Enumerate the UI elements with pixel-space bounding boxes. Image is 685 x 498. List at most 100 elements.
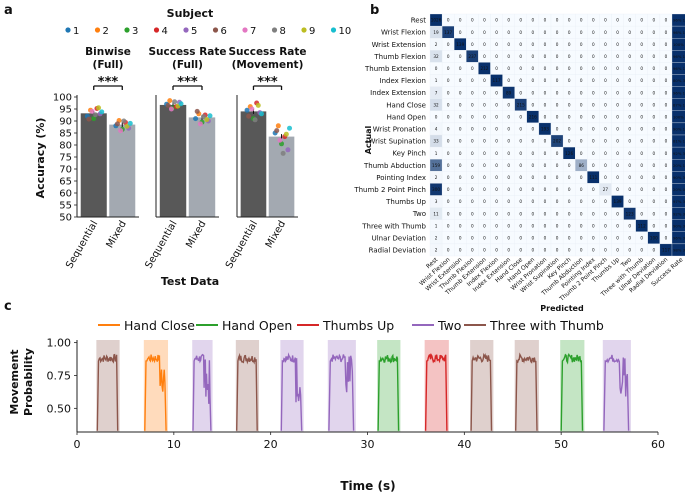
cell-value: 0 (665, 199, 668, 204)
cell-value: 0 (459, 187, 462, 192)
x-category-label: Sequential (64, 219, 100, 271)
cell-value: 0 (459, 18, 462, 23)
subject-point (118, 128, 124, 134)
test-data-axis-label: Test Data (161, 275, 219, 288)
cell-value: 202 (553, 139, 561, 144)
cell-value: 0 (653, 223, 656, 228)
cell-value: 0 (592, 235, 595, 240)
cell-value: 0 (459, 139, 462, 144)
cell-value: 0 (532, 151, 535, 156)
cell-value: 0 (653, 175, 656, 180)
cell-value: 0 (628, 66, 631, 71)
cell-value: 0 (495, 175, 498, 180)
cell-value: 0 (604, 151, 607, 156)
cell-value: 0 (616, 18, 619, 23)
cell-value: 0 (495, 151, 498, 156)
cell-value: 0 (519, 30, 522, 35)
legend-label: Three with Thumb (489, 318, 604, 333)
cell-value: 0 (592, 114, 595, 119)
cell-value: 0 (447, 66, 450, 71)
cell-value: 0 (495, 42, 498, 47)
cell-value: 0 (483, 248, 486, 253)
cell-value: 0 (544, 78, 547, 83)
mixed-bar (109, 124, 136, 217)
cell-value: 0 (471, 211, 474, 216)
cell-value: 0 (604, 30, 607, 35)
cell-value: 0 (580, 151, 583, 156)
cell-value: 0 (544, 102, 547, 107)
cell-value: 0 (580, 223, 583, 228)
cell-value: 0 (653, 90, 656, 95)
row-label: Wrist Extension (372, 41, 426, 49)
actual-axis-label: Actual (364, 125, 373, 154)
row-label: Thumb Flexion (373, 53, 426, 61)
cell-value: 0 (568, 163, 571, 168)
y-tick-label: 55 (59, 201, 72, 212)
subject-point (274, 128, 280, 134)
probability-trace (192, 353, 212, 431)
cell-value: 89 (506, 90, 512, 95)
cell-value: 0 (544, 66, 547, 71)
subject-legend-marker (124, 27, 130, 33)
cell-value: 0 (665, 18, 668, 23)
cell-value: 0 (604, 78, 607, 83)
y-tick-label: 50 (59, 213, 72, 224)
cell-value: 0 (665, 30, 668, 35)
cell-value: 0 (471, 223, 474, 228)
subject-legend-label: 4 (162, 26, 168, 37)
row-label: Hand Open (387, 113, 426, 121)
cell-value: 139 (614, 199, 622, 204)
subject-point (167, 98, 173, 104)
cell-value: 0 (532, 163, 535, 168)
movement-segment-shade (327, 340, 356, 432)
probability-trace (96, 353, 119, 431)
cell-value: 0 (507, 114, 510, 119)
probability-trace (328, 353, 355, 431)
subject-point (127, 120, 133, 126)
cell-value: 0 (628, 18, 631, 23)
cell-value: 0 (653, 102, 656, 107)
x-category-label: Mixed (105, 219, 129, 250)
cell-value: 0 (592, 127, 595, 132)
cell-value: 0 (640, 102, 643, 107)
subject-legend-label: 8 (280, 26, 286, 37)
cell-value: 0 (616, 223, 619, 228)
success-rate-value: 96% 10/10 (673, 90, 685, 95)
cell-value: 0 (604, 90, 607, 95)
cell-value: 0 (616, 78, 619, 83)
cell-value: 0 (628, 248, 631, 253)
cell-value: 0 (640, 78, 643, 83)
cell-value: 0 (556, 18, 559, 23)
cell-value: 0 (628, 78, 631, 83)
cell-value: 86 (579, 163, 585, 168)
cell-value: 0 (592, 248, 595, 253)
cell-value: 0 (471, 151, 474, 156)
cell-value: 0 (556, 127, 559, 132)
cell-value: 3 (435, 199, 438, 204)
cell-value: 0 (471, 199, 474, 204)
success-rate-value: 98% 3/3 (673, 248, 685, 253)
cell-value: 0 (507, 187, 510, 192)
cell-value: 0 (556, 187, 559, 192)
y-tick-label: 75 (59, 153, 72, 164)
subject-point (124, 123, 130, 129)
cell-value: 0 (544, 114, 547, 119)
cell-value: 0 (483, 54, 486, 59)
probability-trace (377, 353, 400, 431)
cell-value: 117 (662, 248, 670, 253)
legend-label: Two (437, 318, 461, 333)
cell-value: 0 (459, 30, 462, 35)
cell-value: 0 (653, 18, 656, 23)
success-rate-value: 90% 3/3 (673, 223, 685, 228)
row-label: Hand Close (386, 101, 426, 109)
cell-value: 0 (568, 127, 571, 132)
cell-value: 0 (507, 211, 510, 216)
cell-value: 0 (447, 187, 450, 192)
cell-value: 0 (580, 127, 583, 132)
cell-value: 0 (447, 163, 450, 168)
cell-value: 0 (640, 127, 643, 132)
cell-value: 0 (495, 18, 498, 23)
x-category-label: Mixed (264, 219, 288, 250)
cell-value: 0 (665, 66, 668, 71)
cell-value: 0 (459, 199, 462, 204)
